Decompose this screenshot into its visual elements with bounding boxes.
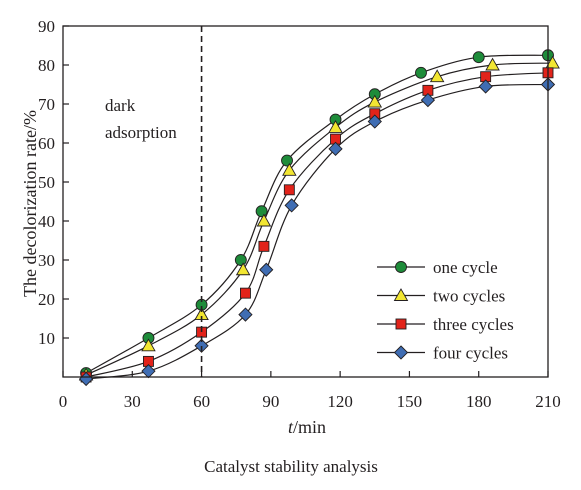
data-point bbox=[234, 254, 247, 266]
data-point bbox=[194, 338, 209, 353]
y-tick-labels: 10 20 30 40 50 60 70 80 90 bbox=[38, 17, 55, 348]
y-tick-label: 30 bbox=[38, 251, 55, 270]
x-tick-labels: 0 30 60 90 120 150 180 210 bbox=[59, 392, 561, 411]
series-points-4 bbox=[78, 77, 556, 387]
x-tick-label: 90 bbox=[262, 392, 279, 411]
data-point bbox=[420, 92, 436, 108]
legend-marker bbox=[395, 261, 407, 273]
legend-marker bbox=[393, 288, 409, 301]
y-tick-label: 40 bbox=[38, 212, 55, 231]
chart-caption: Catalyst stability analysis bbox=[204, 457, 378, 476]
data-point bbox=[328, 141, 343, 156]
data-point bbox=[429, 69, 445, 83]
data-point bbox=[235, 262, 251, 276]
legend-entry-2: two cycles bbox=[377, 287, 505, 306]
x-tick-label: 0 bbox=[59, 392, 68, 411]
data-point bbox=[255, 205, 268, 218]
x-tick-label: 120 bbox=[327, 392, 353, 411]
annotation-adsorption: adsorption bbox=[105, 123, 177, 142]
data-point bbox=[240, 287, 251, 299]
data-point bbox=[472, 51, 485, 64]
x-tick-label: 30 bbox=[124, 392, 141, 411]
data-point bbox=[415, 66, 427, 79]
legend-marker bbox=[395, 318, 407, 330]
data-point bbox=[281, 154, 293, 167]
legend-entry-1: one cycle bbox=[377, 258, 498, 277]
annotation-dark: dark bbox=[105, 96, 136, 115]
data-point bbox=[258, 240, 270, 252]
x-axis-label-variable: t bbox=[288, 417, 294, 437]
y-tick-label: 80 bbox=[38, 56, 55, 75]
y-tick-label: 90 bbox=[38, 17, 55, 36]
data-point bbox=[485, 57, 500, 71]
data-point bbox=[238, 307, 253, 322]
data-point bbox=[259, 262, 274, 277]
legend-entry-3: three cycles bbox=[377, 315, 514, 334]
data-point bbox=[367, 94, 383, 108]
y-tick-label: 70 bbox=[38, 95, 55, 114]
data-point bbox=[478, 79, 493, 94]
data-point bbox=[367, 114, 382, 129]
y-tick-label: 50 bbox=[38, 173, 55, 192]
y-tick-label: 10 bbox=[38, 329, 55, 348]
data-point bbox=[282, 162, 297, 176]
legend-label: three cycles bbox=[433, 315, 514, 334]
legend-label: four cycles bbox=[433, 344, 508, 363]
x-axis-label: t/min bbox=[288, 417, 326, 437]
y-tick-label: 60 bbox=[38, 134, 55, 153]
legend-entry-4: four cycles bbox=[377, 344, 508, 363]
plot-frame bbox=[62, 25, 549, 378]
legend: one cycle two cycles three cycles four cycl… bbox=[377, 258, 514, 363]
legend-marker bbox=[393, 345, 409, 360]
series-markers bbox=[78, 49, 560, 387]
x-tick-label: 60 bbox=[193, 392, 210, 411]
legend-label: one cycle bbox=[433, 258, 498, 277]
data-point bbox=[284, 198, 299, 213]
y-tick-label: 20 bbox=[38, 290, 55, 309]
data-point bbox=[283, 184, 295, 196]
x-tick-label: 210 bbox=[535, 392, 561, 411]
data-point bbox=[256, 213, 272, 227]
data-point bbox=[328, 119, 343, 133]
x-tick-label: 180 bbox=[466, 392, 492, 411]
data-point bbox=[141, 338, 156, 352]
y-axis-label: The decolorization rate/% bbox=[20, 110, 40, 297]
x-tick-label: 150 bbox=[397, 392, 423, 411]
legend-label: two cycles bbox=[433, 287, 505, 306]
x-axis-label-unit: /min bbox=[293, 417, 326, 437]
axis-ticks bbox=[62, 25, 549, 377]
